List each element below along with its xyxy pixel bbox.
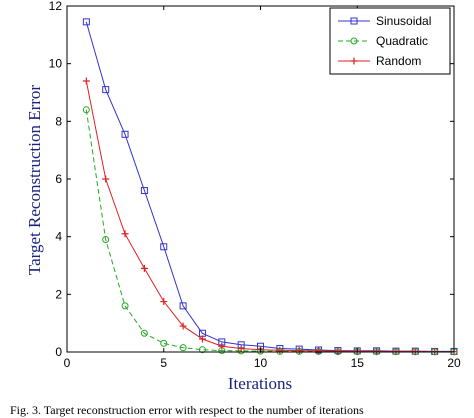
x-tick-label: 0 — [64, 356, 71, 370]
series-line-quadratic — [85, 109, 454, 353]
data-point-random — [82, 77, 90, 85]
data-point-random — [373, 347, 381, 355]
data-point-random — [276, 346, 284, 354]
data-point-quadratic — [160, 339, 168, 347]
legend-label-random: Random — [376, 54, 421, 68]
data-point-random — [315, 347, 323, 355]
data-point-random — [218, 342, 226, 350]
legend: Sinusoidal Quadratic Random — [329, 7, 451, 75]
data-point-random — [140, 264, 148, 272]
data-point-sinusoidal — [121, 130, 129, 138]
data-point-random — [179, 322, 187, 330]
y-tick-label: 6 — [55, 172, 62, 186]
series-marks — [82, 18, 458, 356]
chart: 0 5 10 15 20 0 2 4 6 8 10 12 Iterations Target Reco… — [25, 0, 461, 393]
data-point-random — [160, 298, 168, 306]
legend-marker-random — [350, 57, 358, 65]
data-point-quadratic — [179, 344, 187, 352]
legend-marker-sinusoidal — [350, 17, 358, 25]
x-tick-label: 10 — [254, 356, 268, 370]
data-point-quadratic — [82, 106, 90, 114]
data-point-sinusoidal — [82, 18, 90, 26]
figure-caption: Fig. 3. Target reconstruction error with… — [10, 403, 364, 417]
data-point-quadratic — [102, 236, 110, 244]
data-point-sinusoidal — [140, 187, 148, 195]
y-tick-label: 8 — [55, 114, 62, 128]
data-point-quadratic — [121, 302, 129, 310]
legend-marker-quadratic — [350, 37, 358, 45]
data-point-random — [392, 347, 400, 355]
y-axis-label: Target Reconstruction Error — [25, 85, 44, 275]
data-point-quadratic — [140, 329, 148, 337]
data-point-random — [334, 347, 342, 355]
y-tick-label: 4 — [55, 230, 62, 244]
legend-label-quadratic: Quadratic — [376, 34, 428, 48]
x-tick-label: 20 — [447, 356, 461, 370]
data-point-random — [411, 347, 419, 355]
y-tick-label: 0 — [55, 345, 62, 359]
data-point-random — [198, 335, 206, 343]
legend-label-sinusoidal: Sinusoidal — [376, 14, 431, 28]
x-tick-label: 5 — [160, 356, 167, 370]
data-point-sinusoidal — [179, 302, 187, 310]
data-point-random — [295, 347, 303, 355]
y-tick-label: 10 — [49, 57, 63, 71]
axis-ticks: 0 5 10 15 20 0 2 4 6 8 10 12 — [49, 0, 461, 370]
data-point-random — [121, 230, 129, 238]
x-tick-label: 15 — [351, 356, 365, 370]
legend-box — [329, 7, 451, 75]
data-point-quadratic — [198, 346, 206, 354]
data-point-random — [102, 175, 110, 183]
y-tick-label: 2 — [55, 287, 62, 301]
data-point-sinusoidal — [102, 86, 110, 94]
data-point-sinusoidal — [160, 243, 168, 251]
data-point-random — [237, 345, 245, 353]
x-axis-label: Iterations — [228, 374, 292, 393]
y-tick-label: 12 — [49, 0, 63, 13]
